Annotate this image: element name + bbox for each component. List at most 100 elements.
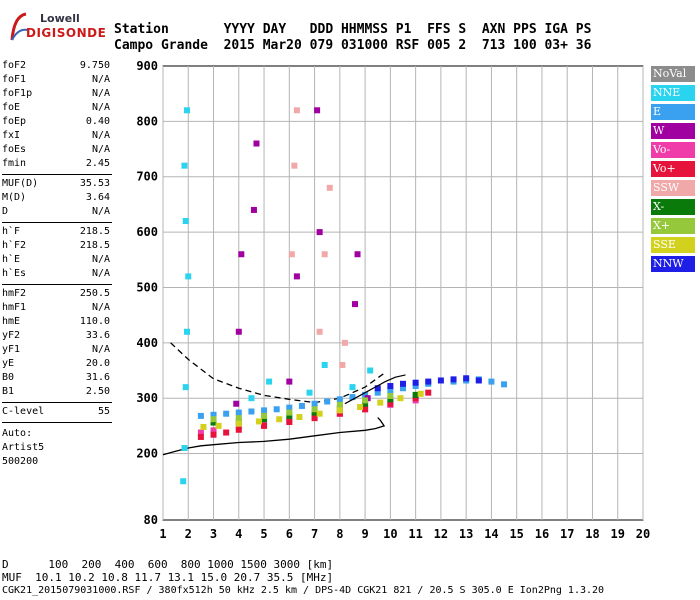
- param-row: C-level 55: [2, 406, 110, 420]
- x-tick-label: 3: [210, 527, 217, 541]
- data-point: [233, 400, 240, 407]
- param-value: 20.0: [85, 358, 110, 369]
- data-point: [261, 416, 268, 423]
- x-tick-label: 7: [311, 527, 318, 541]
- data-point: [501, 381, 508, 388]
- data-point: [261, 412, 268, 419]
- file-info-row: CGK21_2015079031000.RSF / 380fx512h 50 k…: [2, 585, 605, 596]
- x-tick-label: 1: [159, 527, 166, 541]
- data-point: [417, 390, 424, 397]
- param-value: 110.0: [79, 316, 110, 327]
- data-point: [238, 251, 245, 258]
- data-point: [349, 394, 356, 401]
- param-row: foEp 0.40: [2, 116, 110, 130]
- plot-frame: [162, 65, 644, 521]
- legend-item: SSW: [651, 180, 695, 196]
- param-value: 9.750: [79, 60, 110, 71]
- legend-item: Vo-: [651, 142, 695, 158]
- data-point: [326, 184, 333, 191]
- data-point: [298, 402, 305, 409]
- param-row: hmF2 250.5: [2, 288, 110, 302]
- param-key: h`E: [2, 254, 21, 265]
- data-point: [296, 414, 303, 421]
- data-point: [341, 339, 348, 346]
- data-point: [197, 429, 204, 436]
- data-point: [336, 401, 343, 408]
- data-point: [362, 397, 369, 404]
- param-key: hmE: [2, 316, 21, 327]
- x-tick-label: 6: [286, 527, 293, 541]
- data-point: [235, 415, 242, 422]
- param-key: D: [2, 206, 9, 217]
- x-tick-label: 8: [336, 527, 343, 541]
- data-point: [311, 400, 318, 407]
- data-point: [223, 410, 230, 417]
- param-row: hmF1 N/A: [2, 302, 110, 316]
- param-value: N/A: [91, 144, 110, 155]
- data-point: [397, 395, 404, 402]
- data-point: [425, 378, 432, 385]
- param-value: 250.5: [79, 288, 110, 299]
- data-point: [412, 391, 419, 398]
- header-values-row: Campo Grande 2015 Mar20 079 031000 RSF 0…: [114, 38, 592, 53]
- param-key: MUF(D): [2, 178, 39, 189]
- param-key: foF2: [2, 60, 27, 71]
- param-row: MUF(D) 35.53: [2, 178, 110, 192]
- data-point: [374, 385, 381, 392]
- param-row: hmE 110.0: [2, 316, 110, 330]
- data-point: [253, 140, 260, 147]
- param-key: B0: [2, 372, 15, 383]
- param-value: 2.45: [85, 158, 110, 169]
- data-point: [200, 423, 207, 430]
- data-point: [235, 426, 242, 433]
- data-point: [181, 162, 188, 169]
- y-tick-label: 80: [144, 513, 158, 527]
- ordinary-trace-dashed: [170, 342, 385, 404]
- param-row: B0 31.6: [2, 372, 110, 386]
- data-point: [339, 361, 346, 368]
- param-key: h`F: [2, 226, 21, 237]
- data-point: [197, 412, 204, 419]
- data-point: [210, 419, 217, 426]
- data-point: [286, 412, 293, 419]
- data-point: [362, 406, 369, 413]
- param-value: 31.6: [85, 372, 110, 383]
- data-point: [185, 273, 192, 280]
- data-point: [311, 415, 318, 422]
- x-trace-line: [344, 374, 406, 405]
- param-separator: [2, 402, 112, 403]
- param-key: M(D): [2, 192, 27, 203]
- data-point: [475, 377, 482, 384]
- data-point: [181, 445, 188, 452]
- y-tick-label: 300: [136, 391, 158, 405]
- data-point: [182, 384, 189, 391]
- y-tick-label: 700: [136, 170, 158, 184]
- legend-item: W: [651, 123, 695, 139]
- data-point: [210, 427, 217, 434]
- legend-item: E: [651, 104, 695, 120]
- param-row: yF1 N/A: [2, 344, 110, 358]
- param-row: h`Es N/A: [2, 268, 110, 282]
- param-separator: [2, 222, 112, 223]
- data-point: [291, 162, 298, 169]
- param-row: fmin 2.45: [2, 158, 110, 172]
- x-tick-label: 14: [484, 527, 498, 541]
- station-header: Station YYYY DAY DDD HHMMSS P1 FFS S AXN…: [114, 22, 591, 70]
- electron-density-profile: [162, 417, 386, 456]
- data-point: [293, 273, 300, 280]
- param-value: 33.6: [85, 330, 110, 341]
- data-point: [357, 404, 364, 411]
- x-tick-label: 17: [560, 527, 574, 541]
- param-key: fmin: [2, 158, 27, 169]
- data-point: [316, 328, 323, 335]
- data-point: [362, 400, 369, 407]
- y-tick-label: 800: [136, 114, 158, 128]
- data-point: [235, 328, 242, 335]
- data-point: [184, 328, 190, 335]
- data-point: [412, 383, 419, 390]
- data-point: [276, 416, 283, 423]
- logo-mark-icon: [10, 12, 29, 41]
- data-point: [210, 411, 217, 418]
- data-point: [273, 406, 280, 413]
